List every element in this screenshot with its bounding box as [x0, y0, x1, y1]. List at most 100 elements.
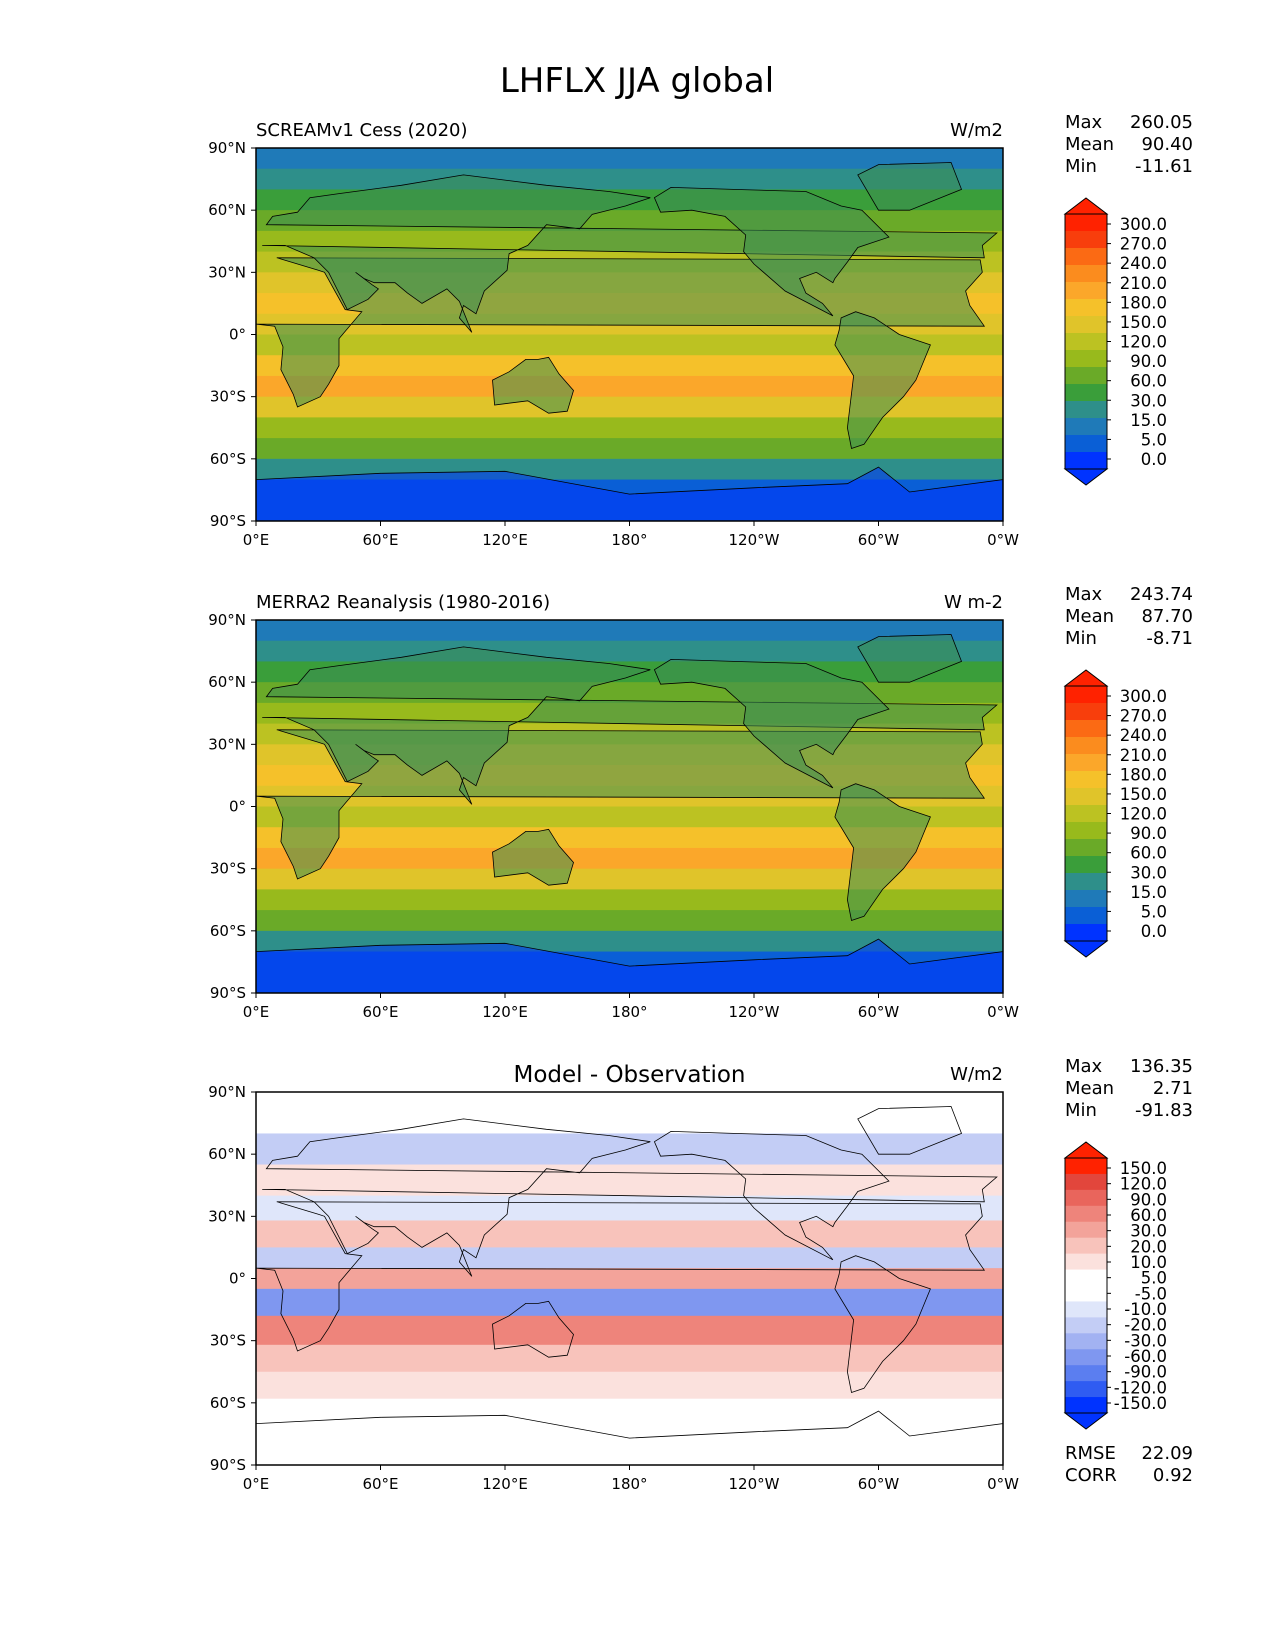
- colorbar-tick-label: 210.0: [1120, 274, 1167, 293]
- y-tick-label: 60°N: [208, 673, 246, 691]
- colorbar-tick-label: 300.0: [1120, 215, 1167, 234]
- north-america-outline: [653, 658, 890, 789]
- x-tick-label: 180°: [611, 531, 647, 549]
- x-tick-label: 180°: [611, 1003, 647, 1021]
- stat-label: Max: [1065, 1056, 1103, 1077]
- stat-label: Min: [1065, 156, 1097, 177]
- colorbar-tick-label: 5.0: [1141, 430, 1167, 449]
- colorbar-tick-label: -5.0: [1135, 1284, 1167, 1303]
- field-band: [256, 1195, 1003, 1221]
- stat-value: 260.05: [1130, 112, 1193, 133]
- colorbar-tick-label: 300.0: [1120, 687, 1167, 706]
- australia-outline: [492, 1300, 574, 1358]
- panel-title-left: MERRA2 Reanalysis (1980-2016): [256, 592, 550, 613]
- field-band: [256, 1315, 1003, 1346]
- y-tick-label: 30°S: [210, 860, 246, 878]
- colorbar-tick-label: 30.0: [1130, 863, 1167, 882]
- x-tick-label: 0°E: [243, 531, 270, 549]
- field-band: [256, 910, 1003, 932]
- colorbar-tick-label: 270.0: [1120, 235, 1167, 254]
- field-band: [256, 396, 1003, 418]
- colorbar-tick-label: 240.0: [1120, 254, 1167, 273]
- panel-diff: 0°E 60°E 120°E 180° 120°W 60°W 0°W 90°N 60°N 30°N…: [208, 1056, 1193, 1493]
- north-america-outline: [653, 1130, 890, 1261]
- y-tick-label: 30°S: [210, 1332, 246, 1350]
- colorbar-tick-label: 30.0: [1130, 1222, 1167, 1241]
- australia-outline: [492, 828, 574, 886]
- stat-value: 136.35: [1130, 1056, 1193, 1077]
- greenland-outline: [857, 1106, 963, 1155]
- metric-value: 0.92: [1153, 1465, 1193, 1486]
- colorbar-tick-label: 210.0: [1120, 746, 1167, 765]
- y-tick-label: 30°N: [208, 263, 246, 281]
- colorbar-tick-label: -30.0: [1124, 1331, 1167, 1350]
- y-tick-label: 60°S: [210, 922, 246, 940]
- colorbar-tick-label: 270.0: [1120, 707, 1167, 726]
- colorbar-tick-label: -150.0: [1114, 1394, 1167, 1413]
- colorbar-tick-label: 240.0: [1120, 726, 1167, 745]
- panel-test: 0°E 60°E 120°E 180° 120°W 60°W 0°W 90°N 60°N 30°N…: [208, 112, 1193, 549]
- stat-value: -11.61: [1135, 156, 1193, 177]
- colorbar-tick-label: 150.0: [1120, 1159, 1167, 1178]
- colorbar-tick-label: 90.0: [1130, 352, 1167, 371]
- field-band: [256, 1288, 1003, 1317]
- field-band: [256, 1268, 1003, 1290]
- y-tick-label: 0°: [229, 1270, 246, 1288]
- x-tick-label: 60°W: [858, 1003, 900, 1021]
- field-band: [256, 1247, 1003, 1269]
- field-band: [256, 1220, 1003, 1248]
- x-tick-label: 0°E: [243, 1475, 270, 1493]
- greenland-outline: [857, 162, 963, 211]
- x-tick-label: 120°W: [729, 1475, 780, 1493]
- australia-outline: [492, 356, 574, 414]
- colorbar-tick-label: 120.0: [1120, 805, 1167, 824]
- greenland-outline: [857, 634, 963, 683]
- field-band: [256, 827, 1003, 849]
- y-tick-label: 90°S: [210, 984, 246, 1002]
- stat-label: Min: [1065, 1100, 1097, 1121]
- field-band: [256, 375, 1003, 398]
- colorbar-tick-label: 150.0: [1120, 313, 1167, 332]
- south-america-outline: [834, 1255, 931, 1394]
- y-tick-label: 60°S: [210, 1394, 246, 1412]
- field-band: [256, 1344, 1003, 1373]
- stat-value: 87.70: [1141, 606, 1193, 627]
- eurasia-outline: [262, 646, 998, 805]
- colorbar-tick-label: 60.0: [1130, 1206, 1167, 1225]
- colorbar-tick-label: -90.0: [1124, 1363, 1167, 1382]
- colorbar-tick-label: 0.0: [1141, 450, 1167, 469]
- south-america-outline: [834, 783, 931, 922]
- x-tick-label: 0°E: [243, 1003, 270, 1021]
- field-band: [256, 438, 1003, 460]
- colorbar-tick-label: 30.0: [1130, 391, 1167, 410]
- panel-units: W m-2: [944, 592, 1003, 613]
- colorbar: 150.0120.090.060.030.020.010.05.0-5.0-10…: [1063, 1141, 1167, 1430]
- x-tick-label: 60°W: [858, 1475, 900, 1493]
- stat-value: -91.83: [1135, 1100, 1193, 1121]
- x-tick-label: 120°W: [729, 531, 780, 549]
- colorbar-tick-label: -10.0: [1124, 1300, 1167, 1319]
- stat-label: Max: [1065, 584, 1103, 605]
- colorbar: 300.0270.0240.0210.0180.0150.0120.090.06…: [1063, 197, 1167, 486]
- panel-units: W/m2: [950, 1064, 1003, 1085]
- colorbar-tick-label: 5.0: [1141, 902, 1167, 921]
- stat-value: 2.71: [1153, 1078, 1193, 1099]
- north-america-outline: [653, 186, 890, 317]
- field-band: [256, 334, 1003, 356]
- x-tick-label: 180°: [611, 1475, 647, 1493]
- y-tick-label: 30°S: [210, 388, 246, 406]
- y-tick-label: 30°N: [208, 735, 246, 753]
- colorbar-tick-label: 60.0: [1130, 372, 1167, 391]
- field-band: [256, 889, 1003, 911]
- y-tick-label: 90°S: [210, 1456, 246, 1474]
- colorbar-tick-label: 15.0: [1130, 411, 1167, 430]
- y-tick-label: 90°N: [208, 1083, 246, 1101]
- stat-value: -8.71: [1146, 628, 1193, 649]
- x-tick-label: 0°W: [987, 1475, 1019, 1493]
- figure-title: LHFLX JJA global: [500, 61, 774, 101]
- panel-title-left: SCREAMv1 Cess (2020): [256, 120, 468, 141]
- x-tick-label: 120°W: [729, 1003, 780, 1021]
- x-tick-label: 0°W: [987, 1003, 1019, 1021]
- africa-outline: [255, 1201, 986, 1352]
- panels: 0°E 60°E 120°E 180° 120°W 60°W 0°W 90°N 60°N 30°N…: [208, 112, 1193, 1493]
